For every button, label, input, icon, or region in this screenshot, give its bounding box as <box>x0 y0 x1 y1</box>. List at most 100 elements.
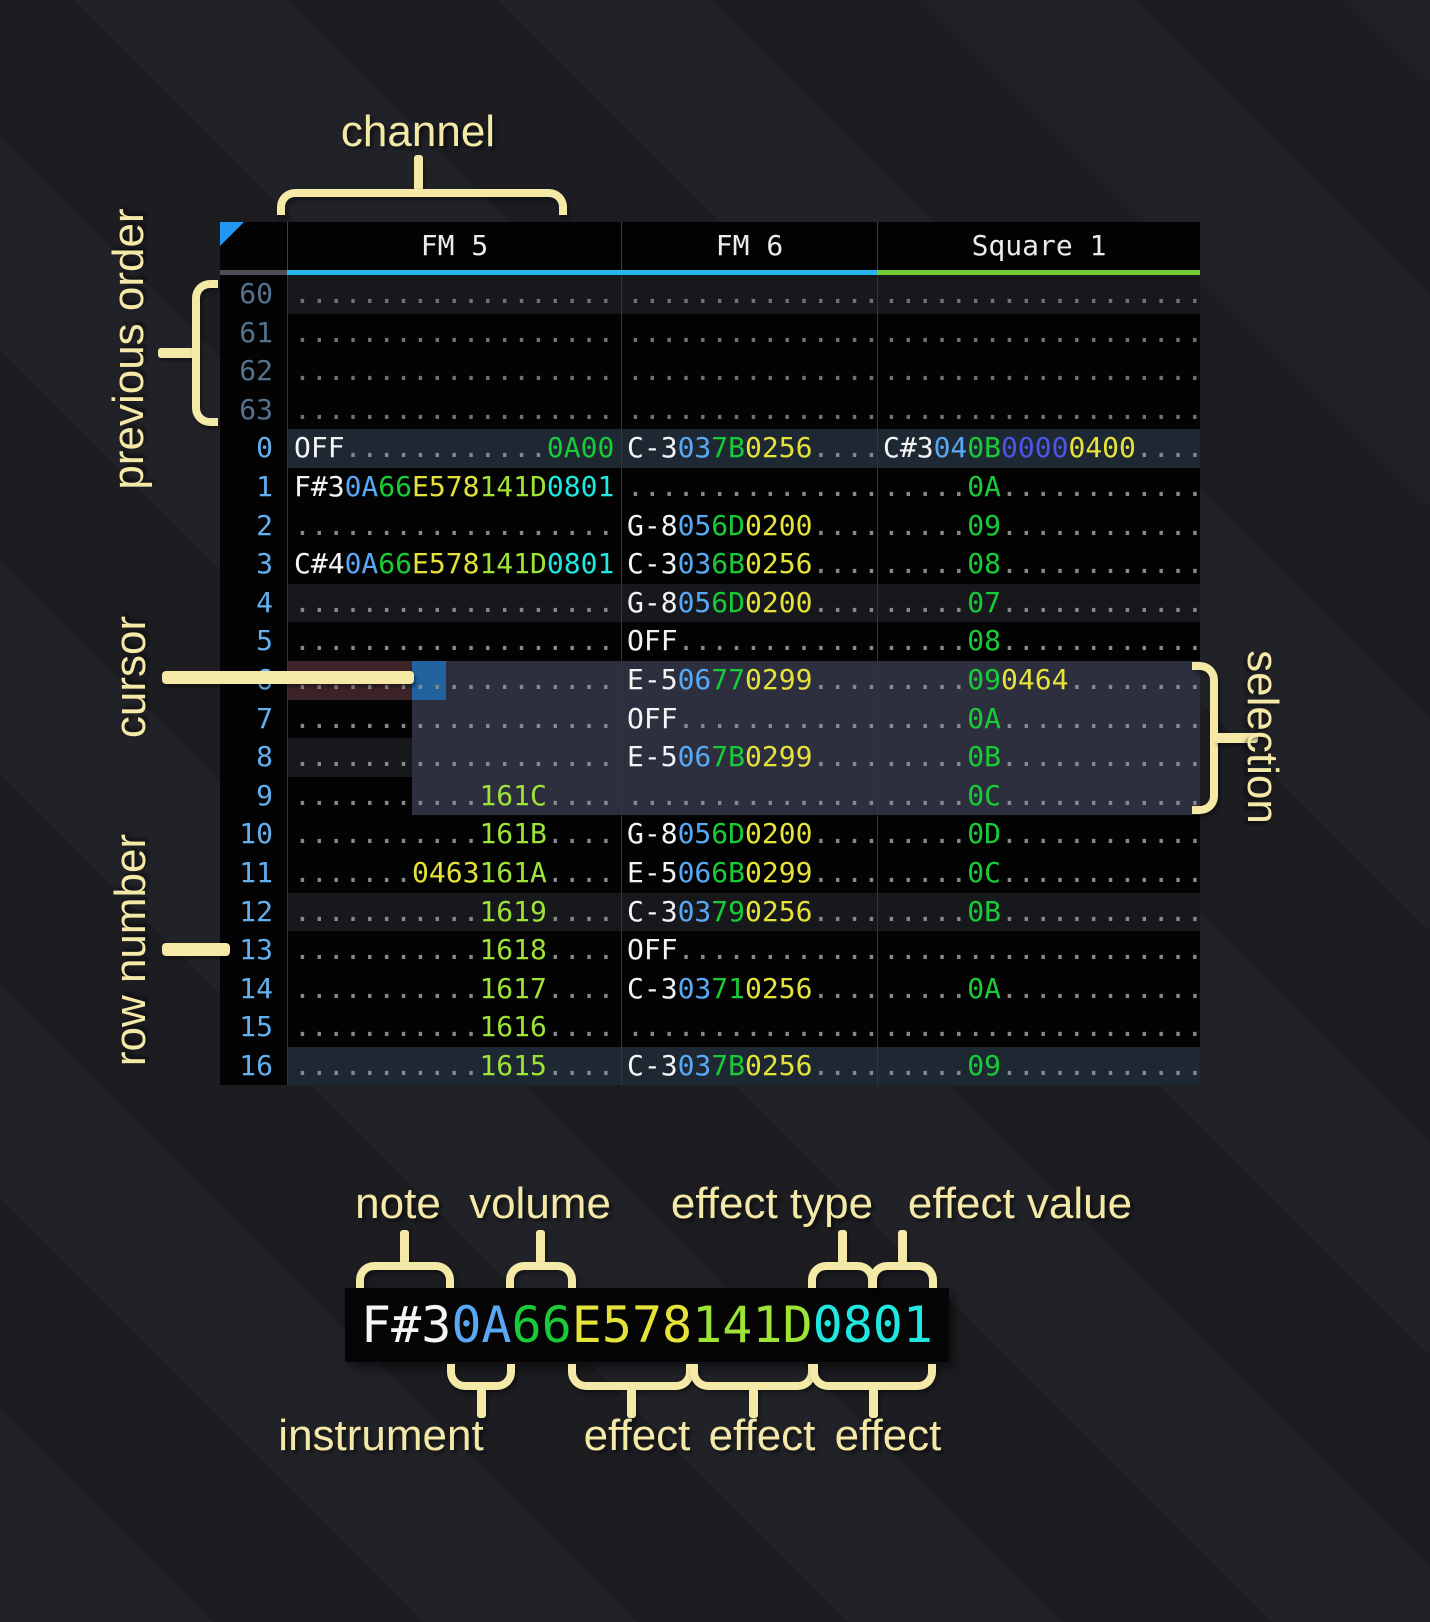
row-number: 16 <box>239 1048 273 1082</box>
row-number: 10 <box>239 817 273 851</box>
pattern-cell-fm5[interactable]: ................... <box>287 738 621 777</box>
pattern-cell-fm5[interactable]: ...........1619.... <box>287 892 621 932</box>
pattern-cell-fm5[interactable]: ................... <box>287 313 621 353</box>
pattern-cell-square1[interactable]: .....0A............ <box>877 467 1200 507</box>
pattern-cell-fm5[interactable]: ................... <box>287 660 621 700</box>
pattern-cell-fm5[interactable]: F#30A66E578141D0801 <box>287 467 621 507</box>
channel-header-fm6[interactable]: FM 6 <box>621 222 877 270</box>
pattern-cell-fm5[interactable]: ................... <box>287 699 621 739</box>
row-number: 0 <box>256 431 273 465</box>
pattern-cell-fm5[interactable]: ................... <box>287 390 621 430</box>
pattern-cell-fm6[interactable]: OFF............ <box>621 699 877 739</box>
pattern-header: ++ FM 5 FM 6 Square 1 <box>220 222 1200 270</box>
legend-volume-label: volume <box>469 1179 611 1228</box>
pattern-row: 60......................................… <box>220 275 1200 314</box>
row-number: 15 <box>239 1010 273 1044</box>
pattern-cell-fm5[interactable]: ................... <box>287 583 621 623</box>
pattern-cell-fm6[interactable]: C-303790256.... <box>621 892 877 932</box>
pattern-cell-fm6[interactable]: ............... <box>621 467 877 507</box>
effect2-bracket-stem <box>749 1388 758 1418</box>
pattern-cell-fm6[interactable]: ............... <box>621 390 877 430</box>
pattern-cell-fm5[interactable]: ...........161C.... <box>287 776 621 816</box>
channel-header-fm5[interactable]: FM 5 <box>287 222 621 270</box>
legend-effect-value-label: effect value <box>907 1179 1133 1228</box>
row-number: 61 <box>239 315 273 349</box>
effect2-bracket <box>690 1364 816 1390</box>
pattern-cell-fm6[interactable]: G-8056D0200.... <box>621 506 877 546</box>
pattern-cell-square1[interactable]: C#3040B00000400.... <box>877 429 1200 468</box>
pattern-cell-fm6[interactable]: C-3036B0256.... <box>621 545 877 584</box>
row-number: 12 <box>239 894 273 928</box>
pattern-cell-square1[interactable]: .....0B............ <box>877 738 1200 777</box>
pattern-cell-square1[interactable]: .....09............ <box>877 506 1200 546</box>
pattern-cell-fm6[interactable]: OFF............ <box>621 931 877 970</box>
pattern-row: 14 ...........1617.... C-303710256........… <box>220 969 1200 1009</box>
pattern-cell-fm5[interactable]: OFF............0A00 <box>287 429 621 468</box>
pattern-cell-square1[interactable]: .....0A............ <box>877 699 1200 739</box>
pattern-cell-fm5[interactable]: ................... <box>287 506 621 546</box>
pattern-row: 6...................E-506770299.........… <box>220 660 1200 700</box>
pattern-cell-fm6[interactable]: ............... <box>621 776 877 816</box>
pattern-cell-fm6[interactable]: C-303710256.... <box>621 969 877 1009</box>
pattern-row: 12 ...........1619.... C-303790256........… <box>220 892 1200 932</box>
pattern-cell-square1[interactable]: ................... <box>877 275 1200 314</box>
pattern-cell-square1[interactable]: .....0D............ <box>877 815 1200 854</box>
pattern-cell-square1[interactable]: ................... <box>877 931 1200 970</box>
pattern-cell-fm5[interactable]: .......0463161A.... <box>287 853 621 893</box>
pattern-cell-square1[interactable]: ................... <box>877 352 1200 391</box>
pattern-cell-square1[interactable]: ................... <box>877 1008 1200 1047</box>
pattern-cell-square1[interactable]: .....07............ <box>877 583 1200 623</box>
pattern-cell-fm6[interactable]: ............... <box>621 1008 877 1047</box>
instrument-bracket-stem <box>477 1388 486 1418</box>
channel-bracket <box>277 189 567 215</box>
pattern-cell-fm6[interactable]: ............... <box>621 275 877 314</box>
row-number: 4 <box>256 585 273 619</box>
pattern-cell-fm6[interactable]: OFF............ <box>621 622 877 661</box>
row-number: 14 <box>239 971 273 1005</box>
pattern-cell-fm6[interactable]: G-8056D0200.... <box>621 815 877 854</box>
pattern-cell-fm5[interactable]: ...........1616.... <box>287 1008 621 1047</box>
pattern-cell-fm5[interactable]: ................... <box>287 622 621 661</box>
pattern-cell-fm6[interactable]: C-3037B0256.... <box>621 1046 877 1086</box>
row-column-underline <box>220 270 287 275</box>
pattern-cell-fm5[interactable]: ...........161B.... <box>287 815 621 854</box>
pattern-cell-fm5[interactable]: ................... <box>287 275 621 314</box>
effect1-bracket <box>568 1364 694 1390</box>
pattern-cell-fm5[interactable]: ...........1617.... <box>287 969 621 1009</box>
note-bracket-stem <box>400 1230 409 1264</box>
effect-value-bracket-stem <box>898 1230 907 1264</box>
pattern-cell-square1[interactable]: .....0C............ <box>877 776 1200 816</box>
pattern-cell-fm5[interactable]: C#40A66E578141D0801 <box>287 545 621 584</box>
legend-effect-type-label: effect type <box>670 1179 874 1228</box>
pattern-cell-square1[interactable]: ................... <box>877 390 1200 430</box>
pattern-cell-fm6[interactable]: E-5067B0299.... <box>621 738 877 777</box>
pattern-cell-fm5[interactable]: ...........1618.... <box>287 931 621 970</box>
pattern-cell-square1[interactable]: .....08............ <box>877 545 1200 584</box>
pattern-row: 62......................................… <box>220 352 1200 391</box>
pattern-cell-fm5[interactable]: ...........1615.... <box>287 1046 621 1086</box>
pattern-cell-square1[interactable]: .....0C............ <box>877 853 1200 893</box>
pattern-cell-square1[interactable]: .....08............ <box>877 622 1200 661</box>
pattern-cell-square1[interactable]: ................... <box>877 313 1200 353</box>
pattern-cell-square1[interactable]: .....0A............ <box>877 969 1200 1009</box>
pattern-cell-fm6[interactable]: E-5066B0299.... <box>621 853 877 893</box>
cursor-pointer-line <box>162 671 414 684</box>
pattern-cell-fm6[interactable]: ............... <box>621 352 877 391</box>
pattern-cell-square1[interactable]: .....09............ <box>877 1046 1200 1086</box>
row-number: 5 <box>256 624 273 658</box>
channel-header-square1[interactable]: Square 1 <box>877 222 1200 270</box>
pattern-cell-fm6[interactable]: C-3037B0256.... <box>621 429 877 468</box>
pattern-rows: 60......................................… <box>220 275 1200 1086</box>
pattern-cell-fm6[interactable]: ............... <box>621 313 877 353</box>
row-number-pointer-line <box>162 943 230 956</box>
pattern-cell-square1[interactable]: .....090464........ <box>877 660 1200 700</box>
pattern-cell-fm5[interactable]: ................... <box>287 352 621 391</box>
pattern-cell-fm6[interactable]: G-8056D0200.... <box>621 583 877 623</box>
order-corner-cell[interactable]: ++ <box>220 222 287 270</box>
annotation-row-number-label: row number <box>106 833 155 1067</box>
legend-cell: F#30A66E578141D0801 <box>345 1288 950 1362</box>
pattern-cell-fm6[interactable]: E-506770299.... <box>621 660 877 700</box>
pattern-cell-square1[interactable]: .....0B............ <box>877 892 1200 932</box>
volume-bracket-stem <box>536 1230 545 1264</box>
